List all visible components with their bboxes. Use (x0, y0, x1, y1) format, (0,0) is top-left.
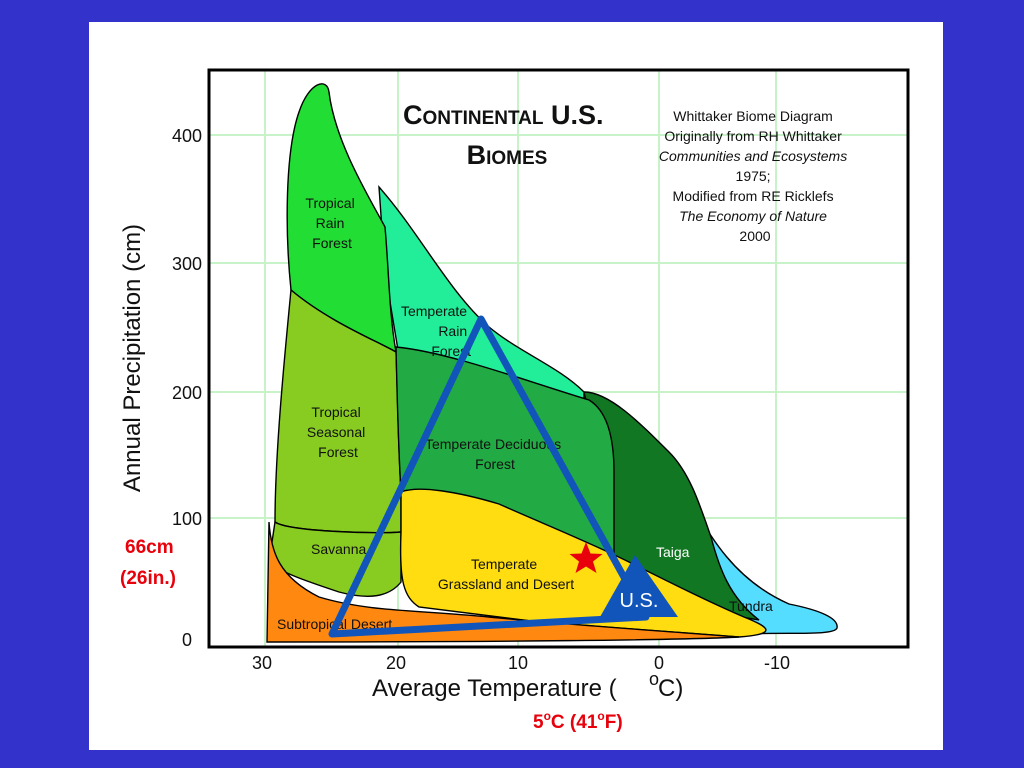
label-temperate-grassland: Temperate Grassland and Desert (438, 556, 574, 592)
plot-frame (207, 68, 910, 649)
us-range-triangle (328, 315, 650, 638)
slide-title: Continental U.S. Biomes (403, 100, 611, 170)
x-axis-unit: C) (658, 675, 683, 702)
label-temperate-deciduous-forest: Temperate Deciduous Forest (425, 436, 565, 472)
label-savanna: Savanna (311, 541, 366, 557)
x-tick: -10 (764, 653, 790, 673)
label-tundra: Tundra (729, 598, 773, 614)
x-tick-labels: 30 20 10 0 -10 (252, 653, 790, 673)
x-tick: 30 (252, 653, 272, 673)
x-tick: 0 (654, 653, 664, 673)
x-axis-title: Average Temperature ( (372, 675, 617, 702)
diagram-credit: Whittaker Biome Diagram Originally from … (659, 108, 851, 244)
x-axis-unit-degree: o (649, 669, 659, 689)
subtropical-desert-region (266, 521, 740, 643)
y-axis-title: Annual Precipitation (cm) (119, 224, 146, 492)
precip-inches-label: (26in.) (120, 568, 176, 589)
x-tick: 10 (508, 653, 528, 673)
savanna-region (268, 520, 402, 597)
x-tick: 20 (386, 653, 406, 673)
slide-panel: Tropical Rain Forest Temperate Rain Fore… (89, 22, 943, 750)
biome-regions (266, 83, 838, 643)
label-tropical-seasonal-forest: Tropical Seasonal Forest (307, 404, 369, 460)
precip-value-label: 66cm (125, 537, 174, 558)
label-taiga: Taiga (656, 544, 690, 560)
y-tick: 100 (172, 509, 202, 529)
temp-value-label: 5oC (41oF) (533, 709, 623, 733)
us-label: U.S. (620, 590, 659, 612)
y-tick: 300 (172, 254, 202, 274)
star-marker (569, 542, 603, 573)
label-tropical-rain-forest: Tropical Rain Forest (305, 195, 358, 251)
y-tick-labels: 400 300 200 100 0 (172, 126, 202, 650)
biome-diagram: Tropical Rain Forest Temperate Rain Fore… (119, 68, 910, 733)
y-tick: 200 (172, 383, 202, 403)
us-marker (600, 555, 678, 617)
y-tick: 400 (172, 126, 202, 146)
y-tick: 0 (182, 630, 192, 650)
